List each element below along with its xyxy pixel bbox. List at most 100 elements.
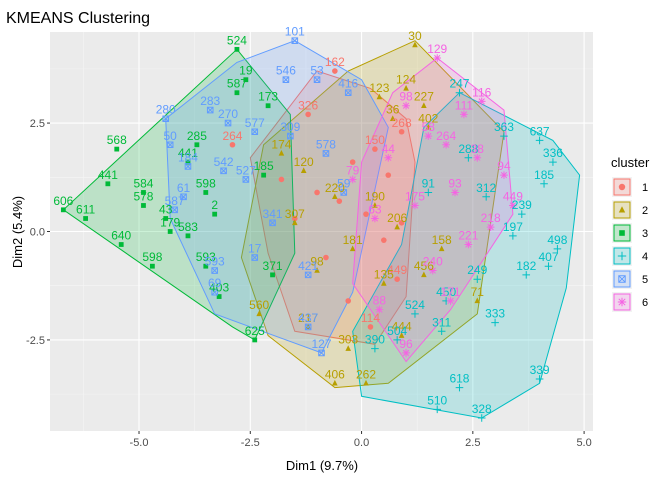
cluster-4-point <box>477 414 486 422</box>
cluster-6-point-label: 129 <box>427 42 447 56</box>
cluster-5-point <box>251 254 259 261</box>
cluster-4-point-label: 333 <box>485 307 505 321</box>
cluster-4-point <box>473 275 482 284</box>
cluster-3-point <box>114 146 120 152</box>
cluster-2-point <box>300 167 307 174</box>
cluster-5-point <box>220 167 227 175</box>
cluster-1-point <box>394 276 400 283</box>
cluster-4-point-label: 239 <box>512 198 532 212</box>
cluster-2-point <box>372 202 378 208</box>
cluster-2-point <box>394 223 400 230</box>
cluster-2-point <box>349 245 356 252</box>
cluster-4-point-label: 524 <box>405 298 425 312</box>
cluster-4-point-label: 450 <box>436 285 456 299</box>
cluster-4-point-label: 504 <box>387 324 407 338</box>
cluster-5-point-label: 53 <box>310 64 324 78</box>
cluster-4-point <box>549 158 557 166</box>
cluster-2-point <box>363 379 369 386</box>
cluster-1-point-label: 264 <box>222 129 242 143</box>
cluster-4-point <box>433 405 442 414</box>
axes: -5.0 -2.5 0.0 2.5 5.0 -2.5 0.0 2.5 <box>26 118 592 449</box>
cluster-5-point-label: 437 <box>298 311 318 325</box>
x-axis-tick-label: -2.5 <box>241 437 260 449</box>
cluster-6-point-label: 93 <box>448 176 462 190</box>
cluster-1-point-label: 162 <box>325 55 345 69</box>
cluster-1-point-label: 114 <box>361 311 380 325</box>
cluster-1-point <box>332 68 338 74</box>
cluster-4-point <box>535 375 544 383</box>
cluster-3-point-label: 606 <box>53 194 73 208</box>
cluster-4-point <box>424 188 433 197</box>
cluster-2-point <box>278 150 285 156</box>
cluster-3-point <box>270 272 275 278</box>
cluster-5-point <box>318 349 325 357</box>
cluster-6-point-label: 58 <box>422 120 436 134</box>
cluster-5-point <box>211 267 218 274</box>
cluster-5-point-label: 127 <box>311 337 331 351</box>
cluster-6-point <box>442 140 450 149</box>
cluster-6-point <box>446 297 455 305</box>
cluster-2-point-label: 174 <box>271 137 291 151</box>
cluster-2-point <box>474 297 481 304</box>
gridlines <box>50 32 593 431</box>
cluster-5-point <box>322 150 330 157</box>
cluster-1-point <box>398 128 405 135</box>
cluster-1-point <box>367 324 374 330</box>
cluster-1-point-label: 150 <box>365 133 385 147</box>
cluster-5-point <box>211 288 218 296</box>
cluster-4-point-label: 185 <box>534 168 554 182</box>
cluster-1-point <box>291 215 298 222</box>
cluster-2-point-label: 135 <box>374 268 394 282</box>
cluster-1-point <box>363 211 369 217</box>
cluster-2-point-label: 560 <box>249 298 269 312</box>
cluster-6-point <box>473 153 482 162</box>
cluster-3-point <box>185 159 191 165</box>
cluster-3-point <box>203 263 209 269</box>
cluster-1-point <box>345 298 352 304</box>
cluster-2-point <box>412 41 418 48</box>
legend-label-5: 5 <box>642 274 648 286</box>
cluster-2-point-label: 158 <box>432 233 452 247</box>
cluster-4-point-label: 182 <box>516 259 536 273</box>
cluster-3-point-label: 593 <box>196 250 216 264</box>
cluster-4-point-label: 249 <box>467 263 487 277</box>
cluster-1-point-label: 268 <box>392 116 412 130</box>
legend-label-4: 4 <box>642 251 648 263</box>
cluster-6-point <box>500 171 508 179</box>
cluster-6-point <box>411 201 419 210</box>
cluster-6-point-label: 94 <box>497 159 511 173</box>
cluster-4-point <box>371 344 379 353</box>
cluster-6-point-label: 218 <box>481 211 501 225</box>
cluster-2-point-label: 262 <box>356 367 376 381</box>
cluster-5-point-label: 416 <box>338 77 358 91</box>
cluster-5-point <box>180 193 187 201</box>
cluster-4-point <box>535 136 544 145</box>
cluster-4-point <box>517 210 526 218</box>
x-axis-tick-label: 0.0 <box>354 437 369 449</box>
cluster-6-point-label: 221 <box>458 229 478 243</box>
cluster-3-point-label: 640 <box>111 229 131 243</box>
cluster-3-point-label: 43 <box>159 202 173 216</box>
cluster-2-point <box>376 93 383 100</box>
cluster-2-point <box>291 219 298 226</box>
cluster-3-point-label: 441 <box>98 168 118 182</box>
cluster-2-point <box>398 332 405 338</box>
cluster-4-point <box>464 153 473 162</box>
cluster-3-point-label: 598 <box>142 250 162 264</box>
cluster-5-point <box>344 89 352 97</box>
cluster-5-point-label: 309 <box>280 120 300 134</box>
cluster-2-point <box>403 84 409 91</box>
cluster-6-point <box>424 132 433 140</box>
cluster-4-point-label: 510 <box>427 393 447 407</box>
cluster-5-point-label: 59 <box>337 176 351 190</box>
cluster-3-point <box>194 142 200 148</box>
cluster-6-point-label: 79 <box>346 163 360 177</box>
cluster-5-point-label: 283 <box>200 94 220 108</box>
cluster-6-point <box>486 223 495 231</box>
cluster-1-point-label: 449 <box>387 263 407 277</box>
y-axis-tick-label: 0.0 <box>30 227 45 239</box>
cluster-6-point-label: 240 <box>423 255 443 269</box>
cluster-3-point <box>105 181 111 187</box>
cluster-3-point <box>149 263 155 269</box>
cluster-4-point-label: 407 <box>538 250 558 264</box>
